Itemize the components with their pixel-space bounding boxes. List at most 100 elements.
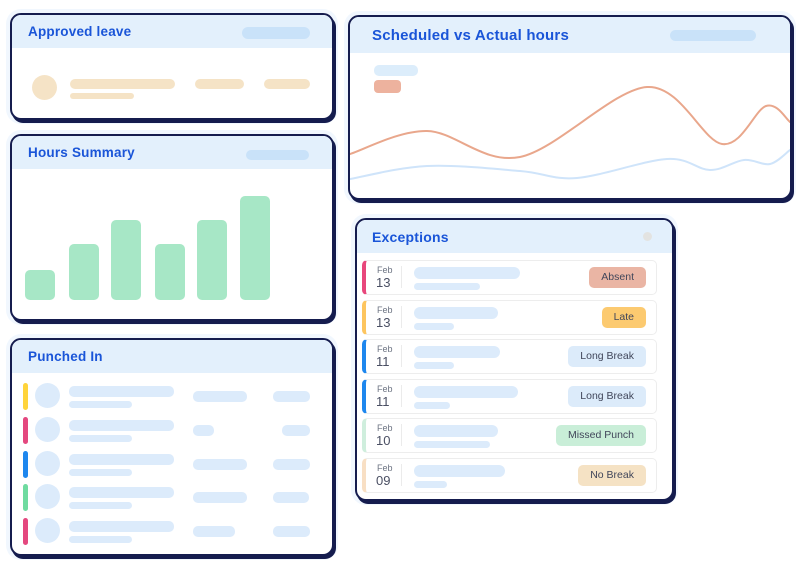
employee-placeholder xyxy=(414,385,518,398)
employee-placeholder xyxy=(414,346,500,358)
punched-in-row[interactable] xyxy=(12,481,332,515)
status-placeholder xyxy=(273,492,309,504)
divider xyxy=(401,305,402,328)
status-badge: Absent xyxy=(589,267,646,288)
exception-day: 11 xyxy=(376,393,390,409)
divider xyxy=(401,266,402,288)
subtext-placeholder xyxy=(69,401,132,408)
punched-in-card: Punched In xyxy=(10,338,334,556)
row-accent-bar xyxy=(23,416,28,444)
hours-summary-action-placeholder[interactable] xyxy=(246,150,309,160)
green-bar xyxy=(197,220,227,300)
approved-leave-action-placeholder[interactable] xyxy=(242,27,310,39)
employee-placeholder xyxy=(414,306,498,319)
status-badge: Long Break xyxy=(568,385,646,407)
exceptions-header: Exceptions xyxy=(357,220,672,253)
exceptions-title: Exceptions xyxy=(372,228,449,245)
punched-in-row[interactable] xyxy=(12,515,332,549)
green-bar xyxy=(240,196,270,300)
exception-row[interactable]: Feb 09 No Break xyxy=(362,457,657,493)
text-placeholder xyxy=(70,93,134,99)
approved-leave-title: Approved leave xyxy=(28,24,132,39)
exceptions-list: Feb 13 Absent Feb 13 Late Feb 11 Long Br… xyxy=(362,260,657,497)
scheduled-vs-actual-title: Scheduled vs Actual hours xyxy=(372,26,569,44)
time-placeholder xyxy=(193,526,235,538)
detail-placeholder xyxy=(414,322,454,330)
divider xyxy=(401,384,402,407)
punched-in-row[interactable] xyxy=(12,380,332,414)
legend-scheduled-swatch xyxy=(374,65,418,76)
exception-row[interactable]: Feb 13 Absent xyxy=(362,260,657,295)
avatar xyxy=(35,383,60,408)
exception-month: Feb xyxy=(377,423,393,433)
subtext-placeholder xyxy=(69,502,132,510)
green-bar xyxy=(111,220,141,300)
exception-month: Feb xyxy=(377,304,393,315)
actual-line xyxy=(350,85,790,160)
refresh-indicator-icon xyxy=(643,232,652,241)
status-badge: Late xyxy=(601,306,646,328)
scheduled-vs-actual-header: Scheduled vs Actual hours xyxy=(350,17,790,53)
divider xyxy=(401,424,402,446)
scheduled-vs-actual-action-placeholder[interactable] xyxy=(670,30,756,41)
status-badge: Long Break xyxy=(568,346,646,367)
subtext-placeholder xyxy=(69,434,132,442)
detail-placeholder xyxy=(414,441,490,448)
hours-bar-chart xyxy=(12,169,332,319)
subtext-placeholder xyxy=(69,468,132,476)
subtext-placeholder xyxy=(69,536,132,544)
employee-placeholder xyxy=(414,464,505,477)
exception-day: 11 xyxy=(376,354,390,369)
hours-line-chart xyxy=(350,85,790,180)
text-placeholder xyxy=(264,79,310,89)
green-bar xyxy=(69,244,99,300)
row-accent-bar xyxy=(23,383,28,410)
divider xyxy=(401,463,402,486)
name-placeholder xyxy=(69,453,174,465)
approved-leave-card: Approved leave xyxy=(10,13,334,120)
avatar xyxy=(35,484,60,510)
punched-in-row[interactable] xyxy=(12,414,332,448)
punched-in-row[interactable] xyxy=(12,448,332,482)
avatar xyxy=(32,75,57,100)
exception-row[interactable]: Feb 11 Long Break xyxy=(362,339,657,374)
exception-month: Feb xyxy=(377,344,393,354)
exception-row[interactable]: Feb 10 Missed Punch xyxy=(362,418,657,453)
exception-day: 13 xyxy=(376,314,391,330)
time-placeholder xyxy=(193,391,247,402)
hours-summary-header: Hours Summary xyxy=(12,136,332,169)
name-placeholder xyxy=(69,386,174,397)
divider xyxy=(401,345,402,367)
text-placeholder xyxy=(70,79,175,89)
exception-day: 10 xyxy=(376,433,391,448)
time-placeholder xyxy=(193,424,214,436)
punched-in-title: Punched In xyxy=(28,349,103,364)
exception-day: 13 xyxy=(376,275,391,290)
row-accent-bar xyxy=(23,518,28,546)
exception-month: Feb xyxy=(377,265,393,275)
status-badge: No Break xyxy=(578,464,646,486)
approved-leave-header: Approved leave xyxy=(12,15,332,48)
exception-row[interactable]: Feb 13 Late xyxy=(362,299,657,335)
status-badge: Missed Punch xyxy=(556,425,646,446)
hours-summary-card: Hours Summary xyxy=(10,134,334,321)
detail-placeholder xyxy=(414,362,454,369)
employee-placeholder xyxy=(414,425,498,437)
punched-in-list xyxy=(12,380,332,549)
scheduled-vs-actual-card: Scheduled vs Actual hours xyxy=(348,15,792,200)
employee-placeholder xyxy=(414,267,520,279)
time-placeholder xyxy=(193,492,247,504)
hours-summary-title: Hours Summary xyxy=(28,145,135,160)
row-accent-bar xyxy=(23,450,28,478)
name-placeholder xyxy=(69,419,174,431)
exceptions-card: Exceptions Feb 13 Absent Feb 13 Late Feb… xyxy=(355,218,674,501)
punched-in-header: Punched In xyxy=(12,340,332,373)
scheduled-line xyxy=(350,149,790,180)
exception-day: 09 xyxy=(376,472,391,488)
detail-placeholder xyxy=(414,480,447,488)
legend-actual-swatch xyxy=(374,80,401,93)
name-placeholder xyxy=(69,487,174,499)
detail-placeholder xyxy=(414,401,450,409)
exception-row[interactable]: Feb 11 Long Break xyxy=(362,378,657,414)
